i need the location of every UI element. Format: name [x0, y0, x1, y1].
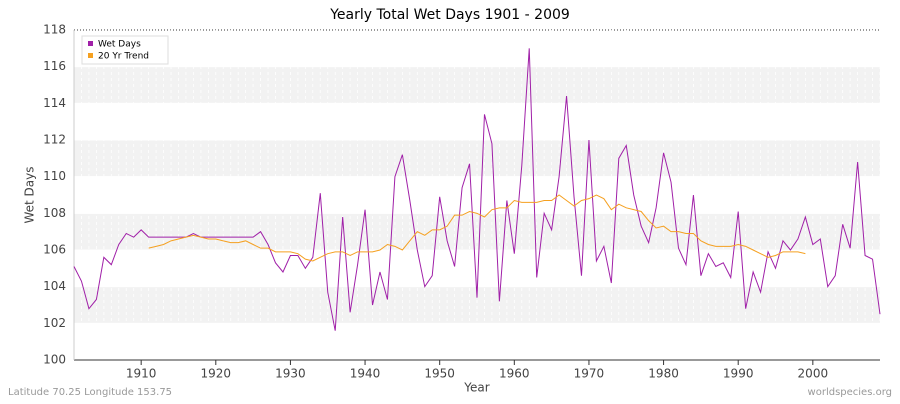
y-tick-label: 106: [43, 243, 66, 257]
grid-band: [74, 213, 880, 250]
x-tick-label: 1940: [350, 367, 381, 381]
footer-right: worldspecies.org: [808, 387, 892, 398]
y-tick-label: 112: [43, 133, 66, 147]
y-tick-label: 102: [43, 316, 66, 330]
x-tick-label: 1910: [126, 367, 157, 381]
x-tick-label: 1950: [424, 367, 455, 381]
series-line: [73, 48, 881, 331]
legend: Wet Days 20 Yr Trend: [81, 35, 169, 65]
y-tick-label: 114: [43, 96, 66, 110]
x-tick-label: 1960: [499, 367, 530, 381]
x-tick-label: 1970: [574, 367, 605, 381]
y-tick-label: 118: [43, 23, 66, 37]
legend-swatch: [88, 53, 93, 58]
x-tick-label: 1980: [648, 367, 679, 381]
y-tick-label: 104: [43, 279, 66, 293]
x-tick-label: 1930: [275, 367, 306, 381]
y-axis-label: Wet Days: [23, 166, 37, 223]
y-tick-label: 100: [43, 353, 66, 367]
legend-label: 20 Yr Trend: [98, 52, 149, 62]
x-tick-label: 1920: [201, 367, 232, 381]
footer-left: Latitude 70.25 Longitude 153.75: [8, 387, 172, 398]
x-tick-label: 2000: [798, 367, 829, 381]
legend-label: Wet Days: [98, 40, 141, 50]
x-tick-label: 1990: [723, 367, 754, 381]
y-tick-label: 116: [43, 59, 66, 73]
y-tick-label: 110: [43, 169, 66, 183]
legend-box: [81, 35, 169, 65]
legend-swatch: [88, 41, 93, 46]
y-tick-label: 108: [43, 206, 66, 220]
chart-title: Yearly Total Wet Days 1901 - 2009: [329, 7, 570, 23]
x-axis-label: Year: [463, 381, 489, 395]
series-line: [148, 194, 806, 262]
